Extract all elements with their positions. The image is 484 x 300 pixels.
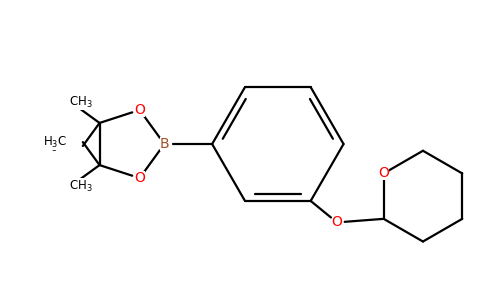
Text: H$_3$C: H$_3$C [43, 134, 67, 150]
Text: CH$_3$: CH$_3$ [69, 178, 92, 194]
Text: B: B [160, 137, 169, 151]
Text: O: O [378, 167, 389, 180]
Text: O: O [134, 171, 145, 185]
Text: CH$_3$: CH$_3$ [69, 94, 92, 110]
Text: O: O [134, 103, 145, 117]
Text: O: O [332, 215, 342, 230]
Text: H$_3$C: H$_3$C [43, 138, 67, 154]
